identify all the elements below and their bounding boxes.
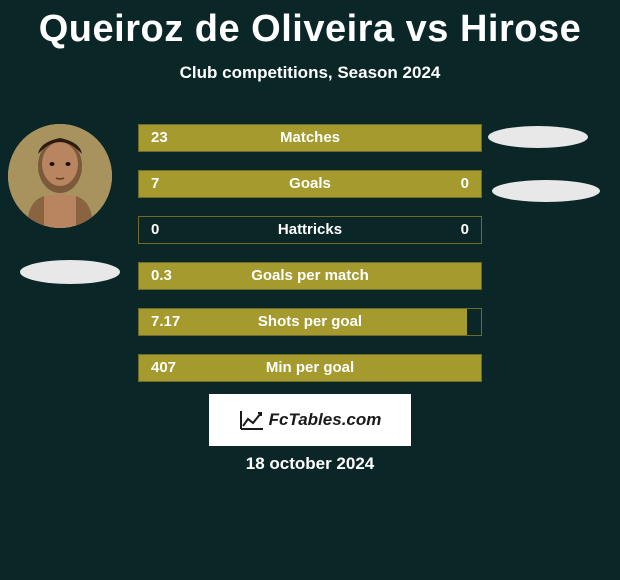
chart-icon xyxy=(239,409,265,431)
player-right-shadow-2 xyxy=(492,180,600,202)
bar-label: Matches xyxy=(139,125,481,151)
bar-value-right: 0 xyxy=(461,171,469,197)
bar-row-shots-per-goal: 7.17 Shots per goal xyxy=(138,308,482,336)
page-title: Queiroz de Oliveira vs Hirose xyxy=(0,0,620,51)
bar-row-min-per-goal: 407 Min per goal xyxy=(138,354,482,382)
player-left-shadow xyxy=(20,260,120,284)
bar-label: Shots per goal xyxy=(139,309,481,335)
bar-row-goals: 7 Goals 0 xyxy=(138,170,482,198)
bar-row-hattricks: 0 Hattricks 0 xyxy=(138,216,482,244)
brand-box[interactable]: FcTables.com xyxy=(209,394,411,446)
bar-label: Hattricks xyxy=(139,217,481,243)
subtitle: Club competitions, Season 2024 xyxy=(0,63,620,83)
bar-row-matches: 23 Matches xyxy=(138,124,482,152)
player-right-shadow-1 xyxy=(488,126,588,148)
player-left-avatar xyxy=(8,124,112,228)
date-text: 18 october 2024 xyxy=(0,454,620,474)
bar-row-goals-per-match: 0.3 Goals per match xyxy=(138,262,482,290)
brand-text: FcTables.com xyxy=(269,410,382,430)
stats-bars: 23 Matches 7 Goals 0 0 Hattricks 0 0.3 G… xyxy=(138,124,482,400)
bar-label: Goals per match xyxy=(139,263,481,289)
bar-value-right: 0 xyxy=(461,217,469,243)
bar-label: Goals xyxy=(139,171,481,197)
bar-label: Min per goal xyxy=(139,355,481,381)
